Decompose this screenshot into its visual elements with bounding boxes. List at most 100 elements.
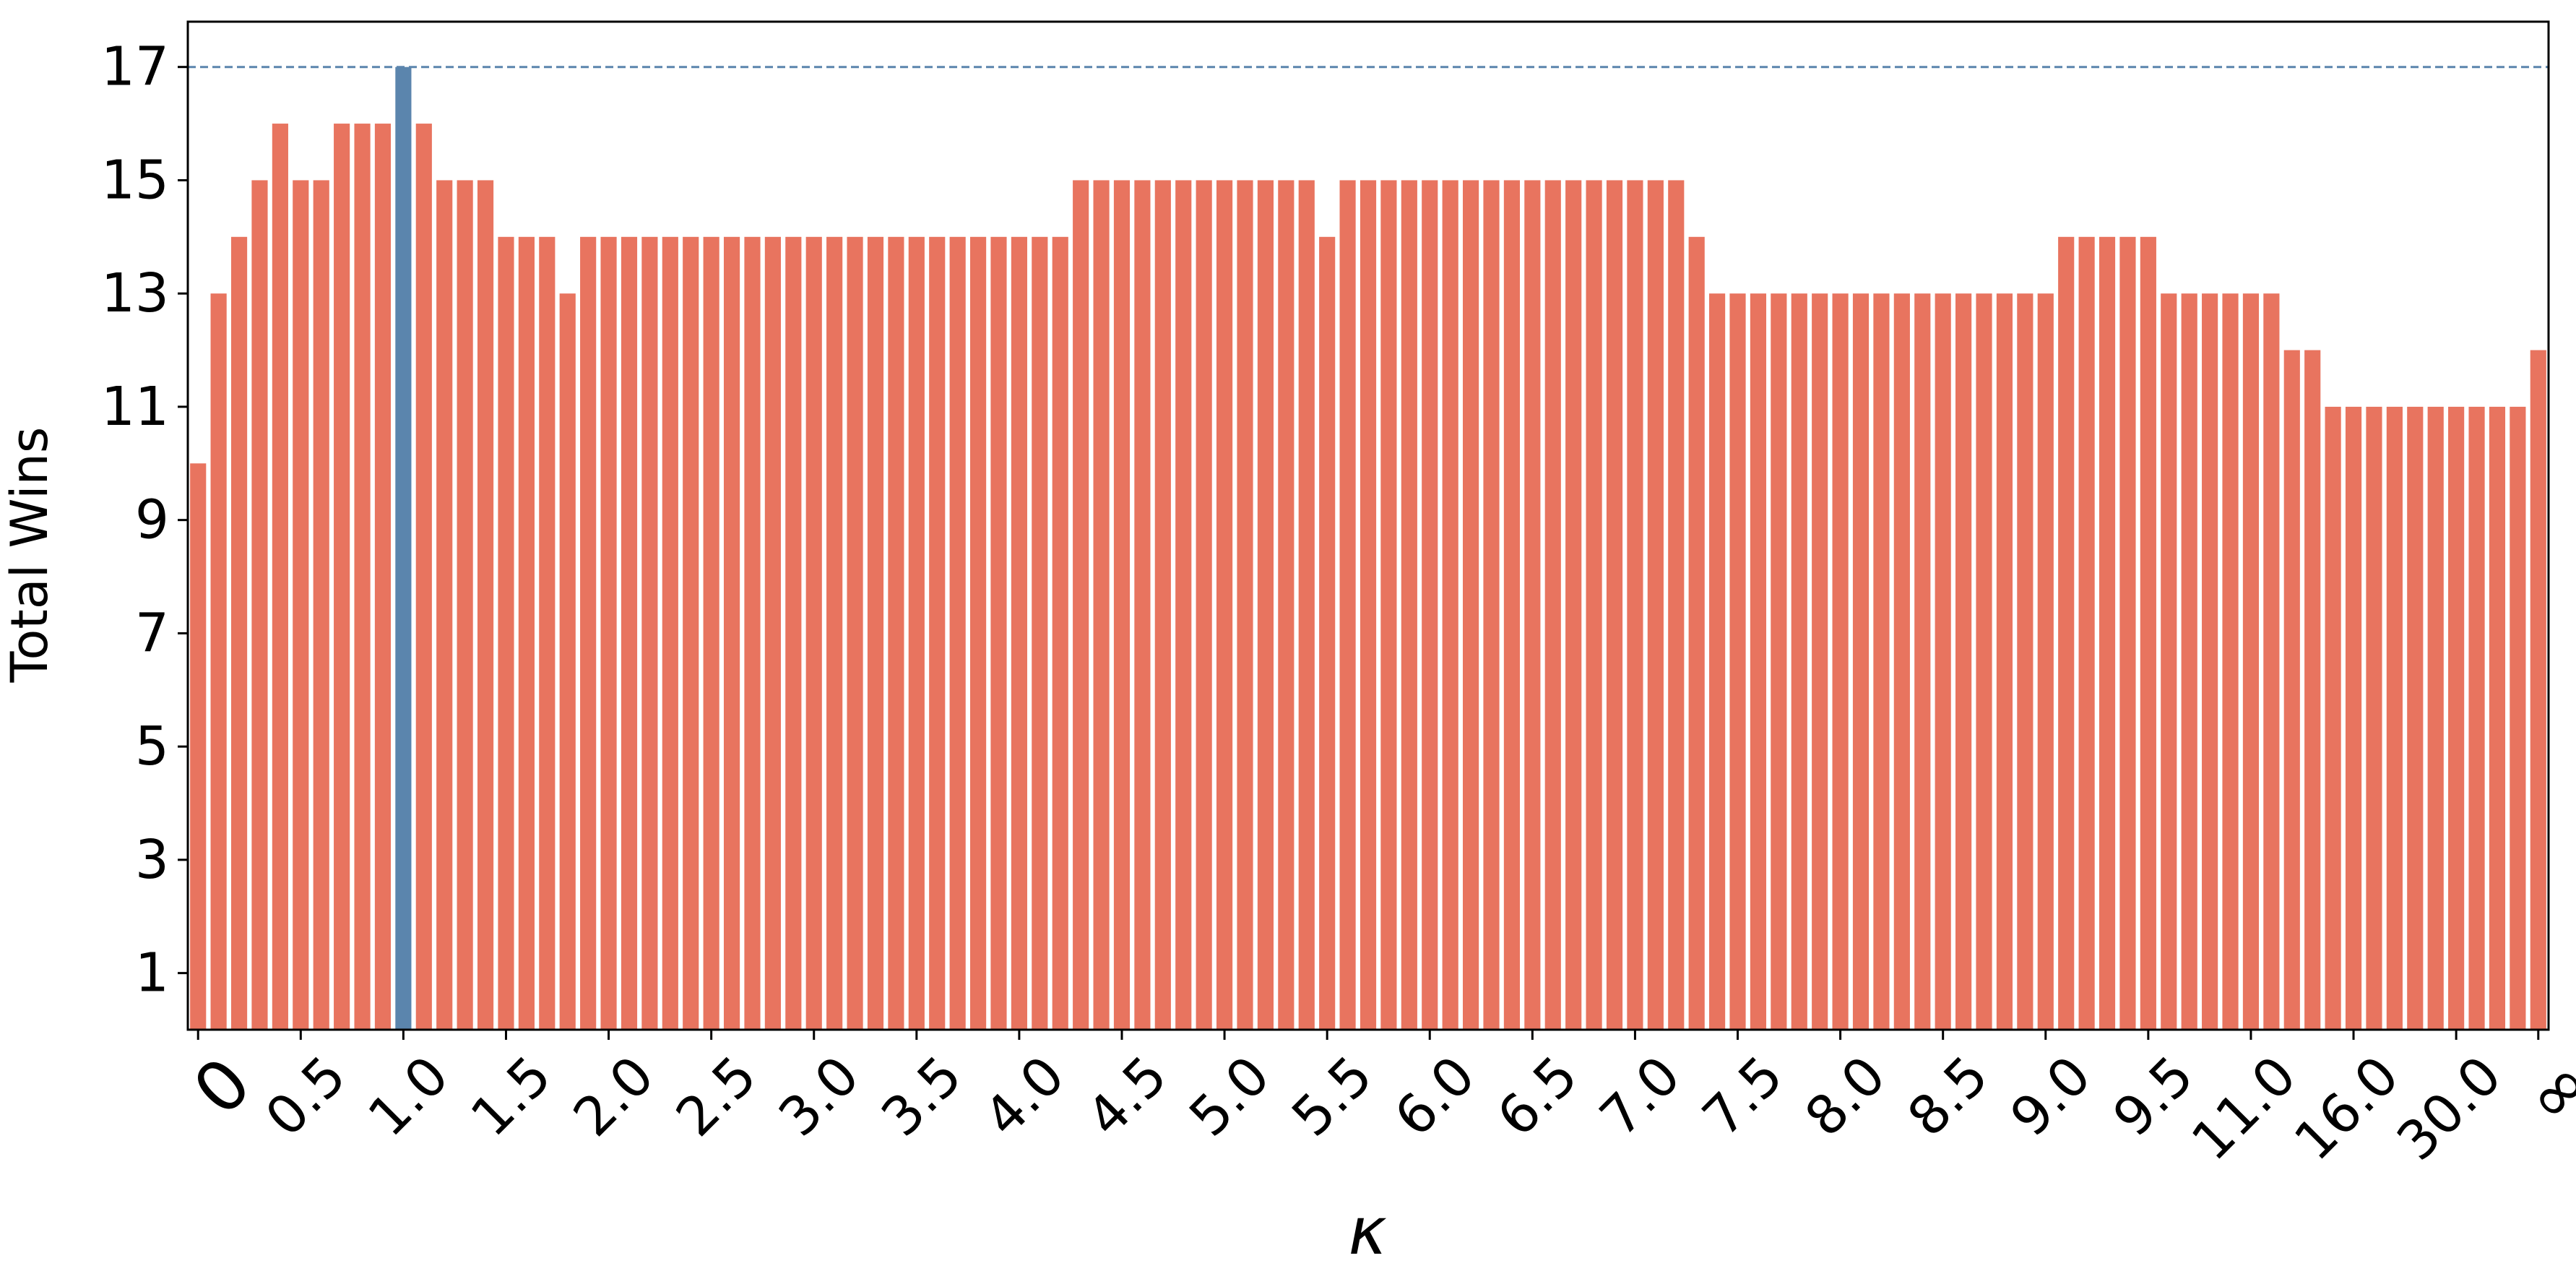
x-tick-label: 16.0 bbox=[2283, 1044, 2411, 1172]
bar bbox=[867, 236, 884, 1030]
bar bbox=[969, 236, 987, 1030]
bar bbox=[457, 180, 473, 1030]
bar bbox=[2161, 293, 2177, 1030]
bar bbox=[1709, 293, 1726, 1030]
bar bbox=[2099, 236, 2116, 1030]
bar bbox=[2345, 406, 2362, 1030]
x-tick-label: 30.0 bbox=[2385, 1044, 2513, 1172]
bar bbox=[2407, 406, 2424, 1030]
x-tick-label: 5.0 bbox=[1177, 1044, 1281, 1148]
bar bbox=[2489, 406, 2506, 1030]
bar bbox=[2510, 406, 2526, 1030]
x-tick-label: 8.5 bbox=[1896, 1044, 2000, 1148]
bar bbox=[1134, 180, 1151, 1030]
bar bbox=[2325, 406, 2341, 1030]
bar bbox=[744, 236, 761, 1030]
bar bbox=[230, 236, 248, 1030]
x-tick-label: 3.5 bbox=[870, 1044, 974, 1148]
bar bbox=[785, 236, 802, 1030]
bar bbox=[1442, 180, 1458, 1030]
x-tick-label: 4.5 bbox=[1075, 1044, 1179, 1148]
bar bbox=[1955, 293, 1972, 1030]
bar bbox=[498, 236, 514, 1030]
x-axis-label: κ bbox=[1348, 1194, 1386, 1270]
x-tick-label: 4.0 bbox=[972, 1044, 1076, 1148]
x-axis: 00.51.01.52.02.53.03.54.04.55.05.56.06.5… bbox=[178, 1030, 2576, 1173]
bar bbox=[2304, 350, 2321, 1030]
x-tick-label: 0.5 bbox=[254, 1044, 358, 1148]
x-tick-label: 2.5 bbox=[665, 1044, 769, 1148]
x-tick-label: 1.0 bbox=[357, 1044, 461, 1148]
bar bbox=[2242, 293, 2260, 1030]
bar bbox=[539, 236, 556, 1030]
bar bbox=[313, 180, 329, 1030]
x-tick-label: 11.0 bbox=[2180, 1044, 2308, 1172]
bar bbox=[374, 124, 392, 1030]
bar bbox=[2427, 406, 2444, 1030]
x-tick-label: 6.0 bbox=[1383, 1044, 1487, 1148]
bar bbox=[1914, 293, 1931, 1030]
bar bbox=[1196, 180, 1212, 1030]
bar bbox=[1154, 180, 1171, 1030]
bar bbox=[600, 236, 617, 1030]
bar bbox=[2366, 406, 2382, 1030]
bar bbox=[1832, 293, 1849, 1030]
y-axis-label: Total Wins bbox=[0, 427, 59, 684]
bar bbox=[2202, 293, 2218, 1030]
bar bbox=[888, 236, 904, 1030]
y-tick-label: 17 bbox=[101, 36, 169, 98]
bar bbox=[2078, 236, 2095, 1030]
bar bbox=[210, 293, 227, 1030]
bar bbox=[518, 236, 535, 1030]
x-tick-label: 5.5 bbox=[1280, 1044, 1384, 1148]
y-tick-label: 15 bbox=[101, 149, 169, 211]
bar bbox=[1668, 180, 1685, 1030]
bar bbox=[641, 236, 658, 1030]
bar bbox=[1278, 180, 1295, 1030]
bar bbox=[2058, 236, 2075, 1030]
bar bbox=[1812, 293, 1828, 1030]
bar bbox=[1647, 180, 1664, 1030]
bar bbox=[805, 236, 822, 1030]
y-tick-label: 7 bbox=[135, 602, 169, 664]
bar bbox=[990, 236, 1007, 1030]
bar bbox=[929, 236, 946, 1030]
bar-highlighted bbox=[395, 66, 412, 1030]
y-tick-label: 5 bbox=[135, 715, 169, 778]
x-tick-label: 9.0 bbox=[1999, 1044, 2103, 1148]
x-tick-label: 2.0 bbox=[562, 1044, 666, 1148]
bar bbox=[662, 236, 678, 1030]
bar bbox=[1771, 293, 1787, 1030]
bar bbox=[1627, 180, 1643, 1030]
x-tick-label: 3.0 bbox=[767, 1044, 871, 1148]
bar bbox=[1175, 180, 1192, 1030]
bar bbox=[1298, 180, 1315, 1030]
bar bbox=[723, 236, 740, 1030]
bar bbox=[1750, 293, 1767, 1030]
bar bbox=[621, 236, 638, 1030]
bar bbox=[2181, 293, 2197, 1030]
bar bbox=[1544, 180, 1561, 1030]
bar bbox=[1237, 180, 1253, 1030]
bar bbox=[1380, 180, 1397, 1030]
bar bbox=[826, 236, 843, 1030]
bar bbox=[1422, 180, 1438, 1030]
bar bbox=[1893, 293, 1910, 1030]
bar bbox=[2140, 236, 2156, 1030]
bar bbox=[2017, 293, 2033, 1030]
x-tick-label: 7.0 bbox=[1589, 1044, 1693, 1148]
bars-layer bbox=[190, 66, 2546, 1030]
bar bbox=[251, 180, 268, 1030]
bar bbox=[1852, 293, 1870, 1030]
bar bbox=[477, 180, 494, 1030]
plot-frame bbox=[186, 20, 2550, 1031]
bar bbox=[2386, 406, 2403, 1030]
bar bbox=[1688, 236, 1705, 1030]
bar bbox=[2448, 406, 2465, 1030]
bar bbox=[1339, 180, 1356, 1030]
bar bbox=[436, 180, 453, 1030]
bar bbox=[2468, 406, 2485, 1030]
bar bbox=[559, 293, 576, 1030]
bar bbox=[847, 236, 863, 1030]
y-tick-label: 3 bbox=[135, 829, 169, 891]
